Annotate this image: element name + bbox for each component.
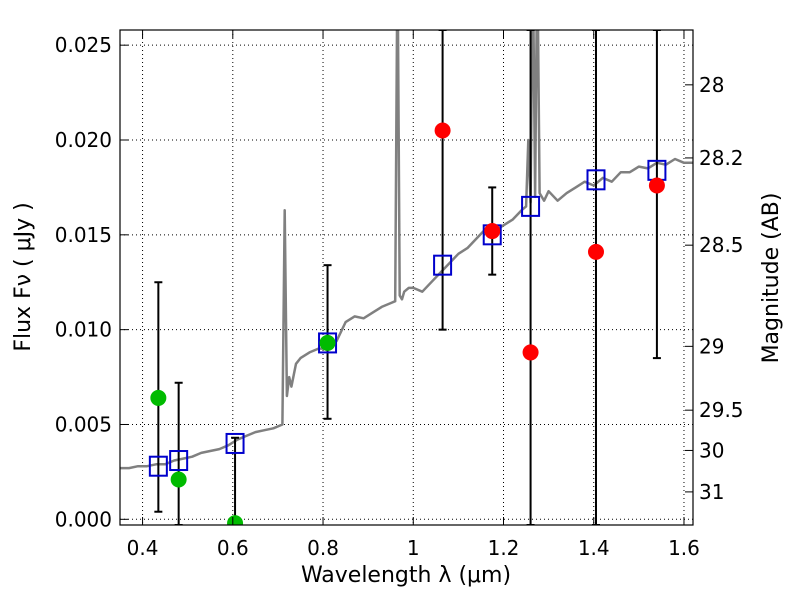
observed-flux-point xyxy=(484,223,501,240)
right-tick-label: 29.5 xyxy=(699,398,744,422)
model-flux-square xyxy=(225,432,245,454)
observed-flux-point xyxy=(150,389,167,406)
right-axis-label: Magnitude (AB) xyxy=(759,193,784,364)
observed-flux-point xyxy=(587,243,604,260)
model-flux-square xyxy=(433,254,453,276)
x-tick-label: 0.8 xyxy=(307,536,339,560)
axis-ticks xyxy=(120,30,693,525)
model-flux-square xyxy=(169,450,189,472)
x-tick-label: 0.6 xyxy=(217,536,249,560)
y-tick-label: 0.000 xyxy=(55,507,112,531)
x-tick-labels: 0.4 0.6 0.8 1 1.2 1.4 1.6 xyxy=(127,536,700,560)
sed-template-series xyxy=(120,30,693,470)
plot-frame xyxy=(119,29,694,526)
x-tick-label: 0.4 xyxy=(127,536,159,560)
error-bars xyxy=(154,30,661,525)
observed-flux-point xyxy=(319,334,336,351)
y-tick-label: 0.020 xyxy=(55,128,112,152)
right-tick-label: 29 xyxy=(699,334,724,358)
y-tick-label: 0.015 xyxy=(55,223,112,247)
x-tick-label: 1.6 xyxy=(668,536,700,560)
observed-flux-series xyxy=(150,122,665,525)
model-flux-series xyxy=(148,159,667,477)
observed-flux-point xyxy=(170,471,187,488)
observed-flux-point xyxy=(522,344,539,361)
y-tick-labels: 0.000 0.005 0.010 0.015 0.020 0.025 xyxy=(55,33,112,531)
right-tick-label: 30 xyxy=(699,438,724,462)
y-tick-label: 0.005 xyxy=(55,412,112,436)
observed-flux-point xyxy=(227,515,244,525)
y-axis-label: Flux Fν ( μJy ) xyxy=(11,202,36,351)
right-tick-label: 31 xyxy=(699,480,724,504)
x-tick-label: 1.4 xyxy=(578,536,610,560)
y-tick-label: 0.010 xyxy=(55,318,112,342)
model-flux-square xyxy=(318,332,338,354)
right-tick-labels: 28 28.2 28.5 29 29.5 30 31 xyxy=(699,73,744,504)
observed-flux-point xyxy=(434,122,451,139)
observed-flux-point xyxy=(648,177,665,194)
right-tick-label: 28.5 xyxy=(699,233,744,257)
sed-template-line xyxy=(120,30,693,470)
x-tick-label: 1.2 xyxy=(488,536,520,560)
y-tick-label: 0.025 xyxy=(55,33,112,57)
model-flux-square xyxy=(586,169,606,191)
model-flux-square xyxy=(521,195,541,217)
model-flux-square xyxy=(148,455,168,477)
x-tick-label: 1 xyxy=(407,536,420,560)
right-tick-label: 28 xyxy=(699,73,724,97)
right-tick-label: 28.2 xyxy=(699,146,744,170)
x-axis-label: Wavelength λ (μm) xyxy=(301,563,511,588)
